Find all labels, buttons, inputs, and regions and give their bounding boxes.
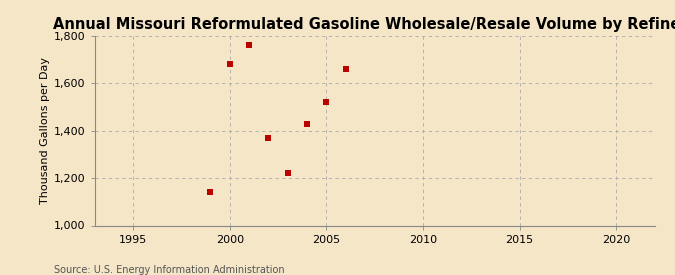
Point [205, 190, 216, 194]
Point [282, 171, 293, 175]
Point [244, 43, 254, 48]
Point [302, 121, 313, 126]
Point [321, 100, 331, 104]
Point [340, 67, 351, 71]
Title: Annual Missouri Reformulated Gasoline Wholesale/Resale Volume by Refiners: Annual Missouri Reformulated Gasoline Wh… [53, 17, 675, 32]
Point [224, 62, 235, 67]
Point [263, 136, 274, 140]
Y-axis label: Thousand Gallons per Day: Thousand Gallons per Day [40, 57, 50, 204]
Text: Source: U.S. Energy Information Administration: Source: U.S. Energy Information Administ… [54, 265, 285, 275]
